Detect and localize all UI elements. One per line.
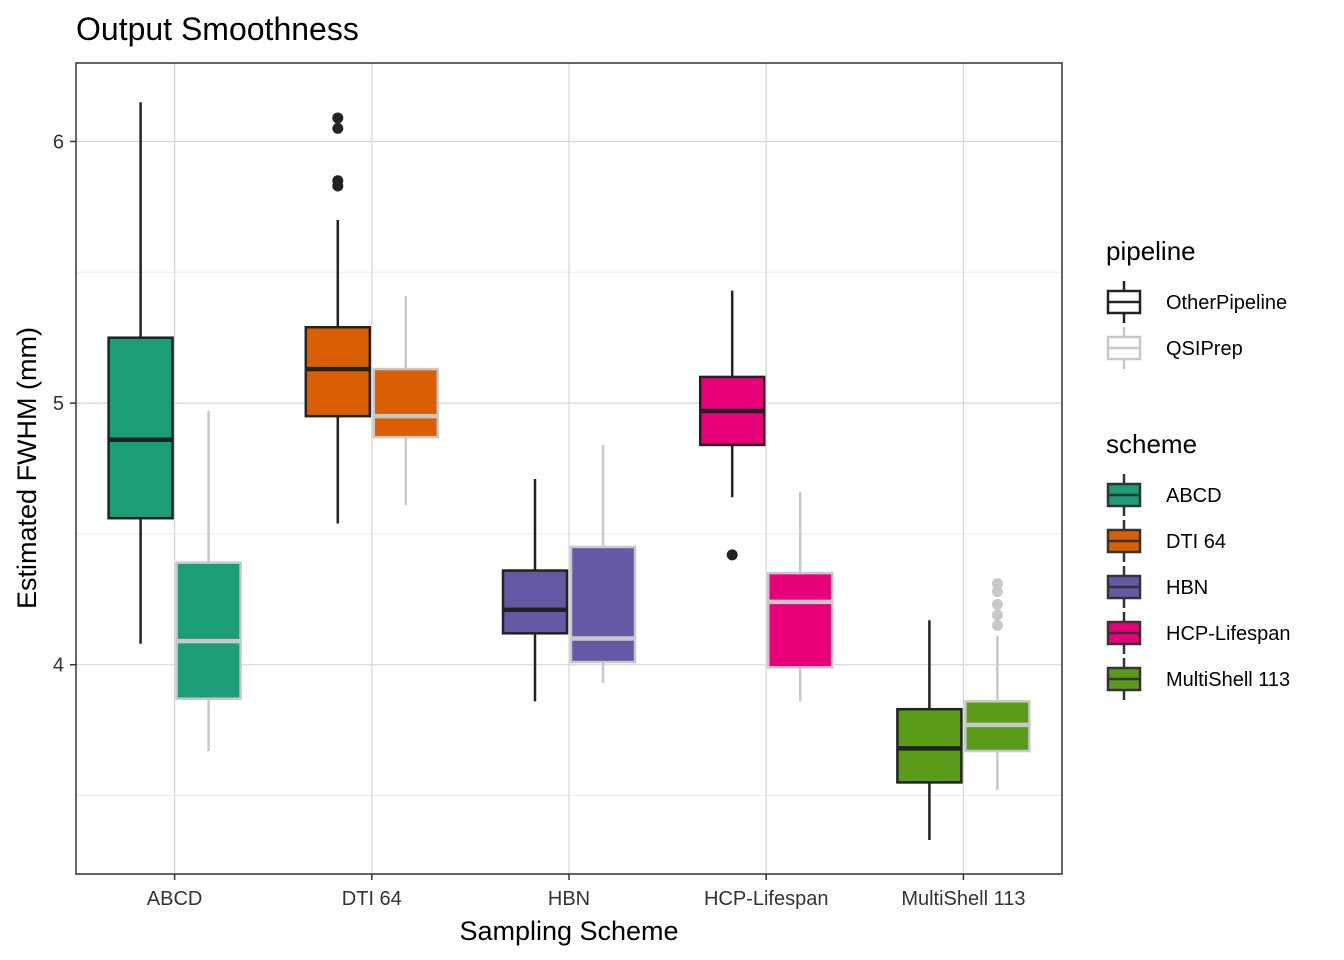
legend-key-QSIPrep: [1106, 327, 1142, 369]
outlier-point: [726, 549, 738, 561]
legend: pipeline OtherPipeline QSIPrep scheme ABCD DT…: [1106, 236, 1291, 700]
x-tick-label: DTI 64: [342, 888, 402, 910]
box-body: [372, 367, 440, 439]
x-axis-label: Sampling Scheme: [459, 916, 678, 946]
legend-label: HBN: [1166, 577, 1208, 599]
outlier-point: [991, 599, 1003, 611]
box-OtherPipeline-MultiShell 113: [896, 620, 963, 840]
legend-key-OtherPipeline: [1106, 281, 1142, 323]
x-axis: ABCD DTI 64 HBN HCP-Lifespan MultiShell 113: [147, 874, 1025, 910]
box-QSIPrep-HCP-Lifespan: [766, 492, 834, 702]
box-body: [175, 561, 242, 700]
box-OtherPipeline-DTI 64: [304, 112, 372, 524]
legend-key-DTI 64: [1106, 520, 1142, 562]
box-QSIPrep-MultiShell 113: [964, 578, 1031, 791]
legend-label: QSIPrep: [1166, 338, 1243, 360]
outlier-point: [332, 122, 344, 134]
legend-label: OtherPipeline: [1166, 292, 1287, 314]
y-tick-label: 4: [53, 655, 64, 677]
x-tick-label: ABCD: [147, 888, 203, 910]
box-QSIPrep-ABCD: [175, 410, 242, 752]
box-OtherPipeline-ABCD: [107, 102, 174, 644]
legend-label: DTI 64: [1166, 531, 1226, 553]
y-axis-label: Estimated FWHM (mm): [12, 327, 42, 609]
legend-title-pipeline: pipeline: [1106, 236, 1196, 266]
grid-lines: [76, 63, 1062, 874]
box-series: [107, 102, 1031, 840]
legend-key-ABCD: [1106, 474, 1142, 516]
x-tick-label: MultiShell 113: [901, 888, 1025, 910]
box-body: [766, 571, 834, 669]
outlier-point: [991, 619, 1003, 631]
legend-key-HCP-Lifespan: [1106, 612, 1142, 654]
box-OtherPipeline-HBN: [501, 478, 569, 702]
box-body: [304, 325, 372, 418]
box-body: [501, 569, 569, 635]
y-axis: 4 5 6: [53, 131, 76, 677]
box-QSIPrep-HBN: [569, 444, 637, 684]
outlier-point: [991, 609, 1003, 621]
box-OtherPipeline-HCP-Lifespan: [698, 290, 766, 561]
legend-label: MultiShell 113: [1166, 669, 1290, 691]
x-tick-label: HCP-Lifespan: [704, 888, 829, 910]
y-tick-label: 6: [53, 131, 64, 153]
box-body: [107, 336, 174, 520]
outlier-point: [332, 112, 344, 124]
legend-label: ABCD: [1166, 485, 1222, 507]
box-body: [569, 545, 637, 664]
outlier-point: [991, 585, 1003, 597]
legend-key-MultiShell 113: [1106, 658, 1142, 700]
box-QSIPrep-DTI 64: [372, 295, 440, 506]
legend-title-scheme: scheme: [1106, 429, 1197, 459]
outlier-point: [991, 578, 1003, 590]
x-tick-label: HBN: [548, 888, 590, 910]
legend-key-HBN: [1106, 566, 1142, 608]
outlier-point: [332, 175, 344, 187]
legend-label: HCP-Lifespan: [1166, 623, 1291, 645]
y-tick-label: 5: [53, 393, 64, 415]
chart-title: Output Smoothness: [76, 11, 359, 47]
box-body: [896, 707, 963, 784]
